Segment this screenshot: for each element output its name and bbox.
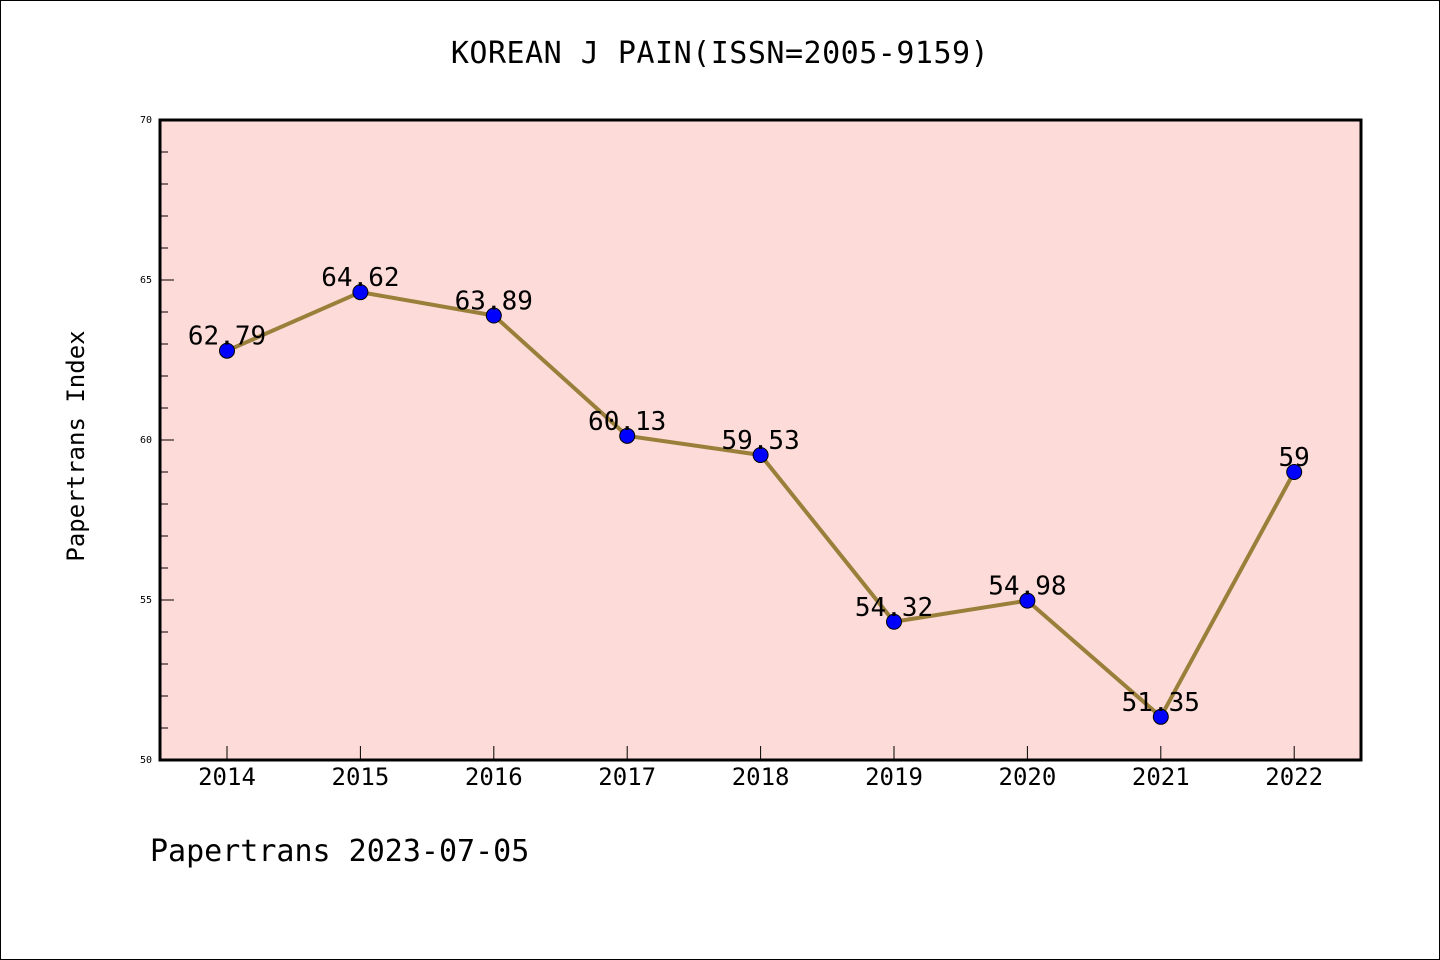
x-tick-label: 2020 (999, 763, 1057, 791)
data-point (219, 342, 235, 359)
data-point (1019, 592, 1036, 609)
x-tick-label: 2017 (598, 763, 656, 791)
y-tick-label: 60 (140, 435, 152, 446)
x-tick-label: 2022 (1265, 763, 1323, 791)
footer-text: Papertrans 2023-07-05 (150, 834, 530, 869)
data-labels: 62.79 64.62 63.89 60.13 59.53 54.32 54.98 51.35… (188, 263, 1310, 718)
data-point (886, 613, 902, 630)
data-point (619, 427, 636, 444)
data-point (752, 447, 769, 464)
data-label: 54.32 (855, 593, 933, 623)
data-label: 63.89 (455, 287, 533, 317)
x-tick-label: 2019 (865, 763, 923, 791)
x-tick-label: 2021 (1132, 763, 1190, 791)
data-point (485, 307, 502, 324)
y-tick-label: 70 (140, 115, 152, 126)
chart-title: KOREAN J PAIN(ISSN=2005-9159) (450, 36, 990, 71)
data-label: 59.53 (721, 426, 799, 456)
x-tick-label: 2015 (332, 763, 390, 791)
y-minor-ticks (160, 151, 168, 729)
x-tick-label: 2018 (732, 763, 790, 791)
y-axis-ticks: 50 55 60 65 70 (140, 115, 174, 766)
data-label: 51.35 (1122, 688, 1200, 718)
data-point (1286, 464, 1303, 480)
x-axis-ticks: 2014 2015 2016 2017 2018 2019 2020 2021 2022 (198, 746, 1323, 791)
plot-area (158, 118, 1363, 762)
data-label: 54.98 (988, 572, 1066, 602)
y-tick-label: 65 (140, 275, 152, 286)
data-point (1152, 708, 1169, 725)
y-tick-label: 55 (140, 595, 152, 606)
x-tick-label: 2014 (198, 763, 256, 791)
y-tick-label: 50 (140, 755, 152, 766)
data-label: 64.62 (321, 263, 399, 293)
series-markers (219, 284, 1303, 725)
data-label: 60.13 (588, 407, 666, 437)
data-label: 62.79 (188, 322, 266, 352)
data-point (352, 284, 369, 301)
data-label: 59 (1279, 443, 1310, 473)
x-tick-label: 2016 (465, 763, 523, 791)
